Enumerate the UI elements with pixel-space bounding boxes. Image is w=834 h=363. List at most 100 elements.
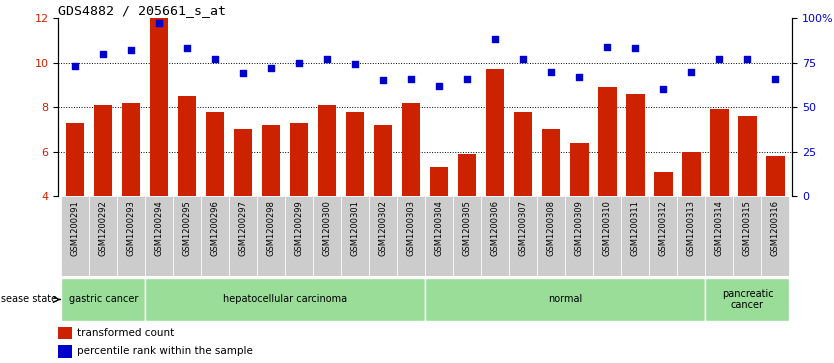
- Text: GSM1200294: GSM1200294: [155, 200, 163, 256]
- Bar: [229, 196, 257, 276]
- Bar: [626, 94, 645, 196]
- Text: GSM1200299: GSM1200299: [294, 200, 304, 256]
- Text: GSM1200308: GSM1200308: [547, 200, 556, 256]
- Point: [97, 51, 110, 57]
- Bar: [761, 196, 790, 276]
- Text: GSM1200293: GSM1200293: [127, 200, 136, 256]
- Bar: [61, 278, 145, 321]
- Bar: [206, 111, 224, 196]
- Bar: [145, 196, 173, 276]
- Text: disease state: disease state: [0, 294, 57, 305]
- Text: GSM1200296: GSM1200296: [211, 200, 219, 256]
- Bar: [486, 69, 505, 196]
- Text: GSM1200310: GSM1200310: [603, 200, 612, 256]
- Bar: [89, 196, 118, 276]
- Text: GSM1200302: GSM1200302: [379, 200, 388, 256]
- Point: [685, 69, 698, 74]
- Point: [489, 37, 502, 42]
- Bar: [677, 196, 706, 276]
- Bar: [598, 87, 616, 196]
- Bar: [565, 196, 594, 276]
- Bar: [481, 196, 510, 276]
- Bar: [285, 196, 314, 276]
- Text: GSM1200303: GSM1200303: [407, 200, 416, 256]
- Bar: [61, 196, 89, 276]
- Bar: [145, 278, 425, 321]
- Text: normal: normal: [548, 294, 582, 305]
- Bar: [402, 103, 420, 196]
- Bar: [425, 278, 706, 321]
- Bar: [711, 109, 729, 196]
- Bar: [542, 129, 560, 196]
- Point: [769, 76, 782, 82]
- Bar: [458, 154, 476, 196]
- Point: [293, 60, 306, 66]
- Point: [68, 63, 82, 69]
- Bar: [173, 196, 201, 276]
- Point: [573, 74, 586, 80]
- Bar: [58, 345, 72, 358]
- Point: [124, 47, 138, 53]
- Point: [629, 45, 642, 51]
- Bar: [621, 196, 650, 276]
- Text: GSM1200311: GSM1200311: [631, 200, 640, 256]
- Point: [600, 44, 614, 49]
- Bar: [397, 196, 425, 276]
- Bar: [290, 123, 309, 196]
- Text: GSM1200315: GSM1200315: [743, 200, 752, 256]
- Text: GSM1200292: GSM1200292: [98, 200, 108, 256]
- Bar: [369, 196, 397, 276]
- Text: GSM1200316: GSM1200316: [771, 200, 780, 256]
- Point: [460, 76, 474, 82]
- Text: GSM1200305: GSM1200305: [463, 200, 472, 256]
- Bar: [706, 196, 733, 276]
- Text: GSM1200297: GSM1200297: [239, 200, 248, 256]
- Point: [377, 78, 390, 83]
- Bar: [150, 18, 168, 196]
- Point: [208, 56, 222, 62]
- Bar: [738, 116, 756, 196]
- Text: pancreatic
cancer: pancreatic cancer: [721, 289, 773, 310]
- Text: gastric cancer: gastric cancer: [68, 294, 138, 305]
- Point: [713, 56, 726, 62]
- Bar: [515, 111, 532, 196]
- Point: [349, 61, 362, 67]
- Point: [545, 69, 558, 74]
- Bar: [425, 196, 454, 276]
- Text: GSM1200307: GSM1200307: [519, 200, 528, 256]
- Bar: [706, 278, 790, 321]
- Point: [517, 56, 530, 62]
- Text: hepatocellular carcinoma: hepatocellular carcinoma: [224, 294, 347, 305]
- Bar: [655, 172, 672, 196]
- Point: [153, 21, 166, 26]
- Bar: [430, 167, 449, 196]
- Point: [656, 86, 670, 92]
- Text: GSM1200295: GSM1200295: [183, 200, 192, 256]
- Text: GSM1200300: GSM1200300: [323, 200, 332, 256]
- Text: GSM1200304: GSM1200304: [435, 200, 444, 256]
- Point: [320, 56, 334, 62]
- Text: GDS4882 / 205661_s_at: GDS4882 / 205661_s_at: [58, 4, 226, 17]
- Bar: [341, 196, 369, 276]
- Bar: [594, 196, 621, 276]
- Text: GSM1200298: GSM1200298: [267, 200, 276, 256]
- Text: GSM1200312: GSM1200312: [659, 200, 668, 256]
- Point: [181, 45, 194, 51]
- Bar: [262, 125, 280, 196]
- Bar: [682, 152, 701, 196]
- Text: GSM1200291: GSM1200291: [71, 200, 80, 256]
- Bar: [118, 196, 145, 276]
- Bar: [766, 156, 785, 196]
- Point: [264, 65, 278, 71]
- Text: GSM1200313: GSM1200313: [687, 200, 696, 256]
- Bar: [510, 196, 537, 276]
- Text: GSM1200306: GSM1200306: [491, 200, 500, 256]
- Text: percentile rank within the sample: percentile rank within the sample: [77, 346, 253, 356]
- Text: GSM1200301: GSM1200301: [351, 200, 359, 256]
- Bar: [58, 327, 72, 339]
- Point: [741, 56, 754, 62]
- Bar: [66, 123, 84, 196]
- Bar: [454, 196, 481, 276]
- Point: [433, 83, 446, 89]
- Bar: [257, 196, 285, 276]
